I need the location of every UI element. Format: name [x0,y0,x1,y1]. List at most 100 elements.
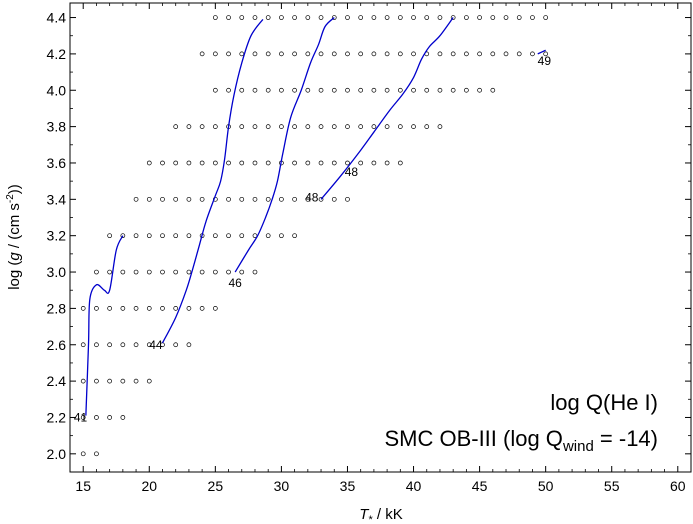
annotation-model: SMC OB-III (log Qwind = -14) [384,426,658,455]
grid-point [345,51,350,57]
grid-point [94,269,99,275]
contour-line-46 [234,17,335,273]
grid-point [173,160,179,166]
grid-point [186,306,192,311]
grid-point [186,124,192,129]
grid-point [516,15,522,20]
grid-point [279,15,284,20]
grid-point [265,233,271,239]
grid-point [120,378,126,384]
x-tick-label: 50 [538,478,554,494]
grid-point [212,87,218,93]
grid-point [279,87,284,93]
grid-point [450,15,456,20]
grid-point [133,233,139,239]
grid-point [345,87,350,93]
grid-point [80,378,86,384]
grid-point [331,160,337,166]
grid-point [437,87,443,93]
grid-point [199,51,205,57]
model-grid-points [80,15,549,457]
y-tick-label: 2.8 [47,300,67,316]
grid-point [464,15,469,20]
grid-point [94,342,99,348]
y-axis-title: log (g / (cm s-2)) [5,184,23,290]
grid-point [424,87,430,93]
grid-point [503,51,509,57]
y-tick-label: 4.4 [47,10,67,26]
grid-point [212,124,218,129]
grid-point [252,196,258,202]
grid-point [437,124,443,129]
x-tick-label: 45 [472,478,488,494]
grid-point [265,124,271,129]
x-axis-ticks: 15 20 25 30 35 40 45 50 55 60 [75,3,686,494]
grid-point [477,51,482,57]
grid-point [490,15,496,20]
grid-point [265,15,271,20]
grid-point [397,124,403,129]
grid-point [397,15,403,20]
grid-point [212,233,218,239]
grid-point [239,15,245,20]
grid-point [318,51,324,57]
grid-point [239,269,245,275]
grid-point [331,124,337,129]
grid-point [345,15,350,20]
x-tick-label: 55 [604,478,620,494]
grid-point [226,15,231,20]
x-tick-label: 35 [340,478,356,494]
grid-point [160,269,165,275]
grid-point [265,87,271,93]
grid-point [305,160,311,166]
grid-point [490,87,496,93]
contour-line-48 [320,17,454,200]
grid-point [384,51,390,57]
grid-point [318,160,324,166]
grid-point [173,233,179,239]
grid-point [450,87,456,93]
grid-point [358,124,364,129]
contour-line-41 [85,235,124,416]
grid-point [503,15,509,20]
grid-point [120,306,126,311]
grid-point [464,51,469,57]
grid-point [239,87,245,93]
grid-point [384,87,390,93]
grid-point [94,451,99,457]
grid-point [450,51,456,57]
grid-point [212,51,218,57]
grid-point [318,15,324,20]
grid-point [107,415,112,420]
grid-point [133,196,139,202]
grid-point [397,160,403,166]
grid-point [239,160,245,166]
annotation-ion: log Q(He I) [550,390,658,415]
grid-point [252,15,258,20]
grid-point [146,233,152,239]
grid-point [530,15,535,20]
grid-point [186,269,192,275]
grid-point [279,196,284,202]
grid-point [305,196,311,202]
grid-point [199,269,205,275]
grid-point [384,15,390,20]
grid-point [186,160,192,166]
grid-point [331,196,337,202]
grid-point [279,233,284,239]
contour-label: 49 [538,54,552,68]
x-tick-label: 60 [670,478,686,494]
grid-point [146,378,152,384]
grid-point [477,15,482,20]
grid-point [173,124,179,129]
y-tick-label: 3.8 [47,119,67,135]
grid-point [292,196,297,202]
grid-point [226,87,231,93]
grid-point [173,196,179,202]
grid-point [226,233,231,239]
grid-point [226,160,231,166]
grid-point [252,269,258,275]
grid-point [371,160,377,166]
grid-point [543,51,549,57]
